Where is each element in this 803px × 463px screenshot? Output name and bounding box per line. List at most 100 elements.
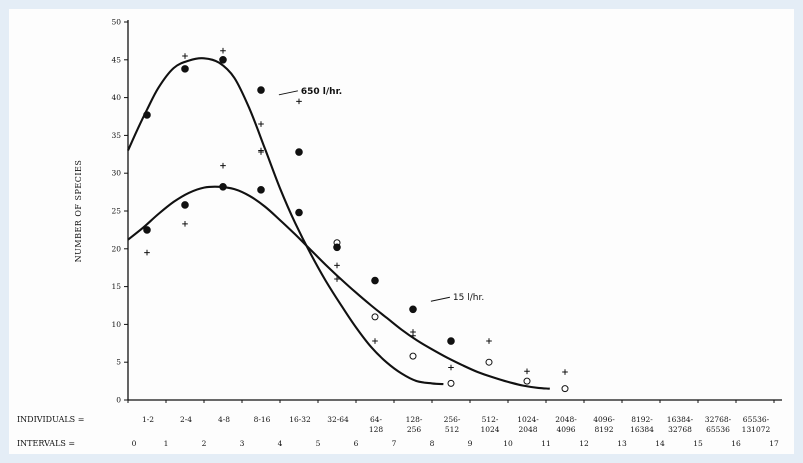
individuals-label: 8-16 bbox=[254, 415, 271, 424]
interval-label: 2 bbox=[202, 439, 207, 448]
series-1-plus-point bbox=[220, 47, 226, 54]
individuals-label: 4096- bbox=[593, 415, 615, 424]
individuals-row-label: INDIVIDUALS = bbox=[17, 415, 84, 424]
x-axis-rows: INDIVIDUALS = INTERVALS = 1-2 2-4 4-8 8-16 1… bbox=[17, 415, 779, 448]
interval-label: 7 bbox=[392, 439, 397, 448]
individuals-label: 2048- bbox=[555, 415, 577, 424]
series-2-plus-point bbox=[524, 368, 530, 375]
individuals-label: 4-8 bbox=[218, 415, 230, 424]
series-2-plus-point bbox=[486, 338, 492, 344]
individuals-label: 1024- bbox=[517, 415, 539, 424]
series-1-open-point bbox=[371, 313, 379, 321]
individuals-label: 512- bbox=[482, 415, 499, 424]
series-1-label: 650 l/hr. bbox=[301, 87, 342, 97]
series-2-filled-point bbox=[257, 186, 265, 194]
individuals-label: 128- bbox=[406, 415, 423, 424]
interval-label: 15 bbox=[693, 439, 703, 448]
series-2-filled-point bbox=[409, 305, 417, 314]
series-2-plus-point bbox=[410, 329, 416, 335]
series-2-leader-line bbox=[430, 296, 451, 302]
series-2-plus-point bbox=[182, 221, 188, 227]
series-2-plus-point bbox=[448, 364, 454, 371]
interval-label: 16 bbox=[731, 439, 741, 448]
individuals-label: 2-4 bbox=[180, 415, 192, 424]
series-1-plus-point bbox=[258, 121, 264, 127]
individuals-label: 32768- bbox=[705, 415, 732, 424]
interval-label: 9 bbox=[468, 439, 473, 448]
y-axis-label: NUMBER OF SPECIES bbox=[74, 160, 83, 263]
individuals-label: 65536- bbox=[743, 415, 770, 424]
series-curves bbox=[127, 57, 550, 390]
series-1-leader-line bbox=[278, 90, 299, 96]
individuals-label: 512 bbox=[445, 425, 460, 434]
individuals-label: 64- bbox=[370, 415, 383, 424]
series-labels: 650 l/hr. 15 l/hr. bbox=[278, 87, 484, 303]
individuals-label: 128 bbox=[369, 425, 384, 434]
y-tick-label: 50 bbox=[111, 18, 121, 27]
individuals-label: 1-2 bbox=[142, 415, 154, 424]
individuals-label: 16384 bbox=[630, 425, 654, 434]
series-2-filled-point bbox=[447, 337, 455, 345]
y-tick-label: 30 bbox=[111, 169, 121, 178]
series-2-plus-point bbox=[562, 369, 568, 375]
individuals-label: 8192- bbox=[631, 415, 653, 424]
interval-label: 5 bbox=[316, 439, 321, 448]
chart-figure: 0 5 10 15 20 25 30 35 40 45 50 NUMBER OF SPECIES 6… bbox=[9, 9, 794, 454]
interval-label: 10 bbox=[503, 439, 513, 448]
series-1-filled-point bbox=[295, 148, 303, 156]
y-tick-label: 40 bbox=[111, 93, 121, 102]
individuals-label: 2048 bbox=[518, 425, 537, 434]
interval-label: 6 bbox=[354, 439, 359, 448]
interval-label: 4 bbox=[278, 439, 283, 448]
series-1-plus-point bbox=[182, 53, 188, 59]
individuals-label: 131072 bbox=[742, 425, 771, 434]
interval-label: 1 bbox=[164, 439, 169, 448]
interval-label: 3 bbox=[240, 439, 245, 448]
interval-label: 12 bbox=[579, 439, 589, 448]
y-tick-label: 15 bbox=[111, 282, 121, 291]
series-1-filled-point bbox=[143, 111, 151, 119]
series-1-filled-point bbox=[257, 86, 265, 94]
series-2-open-point bbox=[523, 377, 531, 385]
series-2-plus-point bbox=[220, 162, 226, 169]
interval-label: 14 bbox=[655, 439, 665, 448]
interval-label: 17 bbox=[769, 439, 779, 448]
y-tick-label: 35 bbox=[111, 131, 121, 140]
interval-label: 0 bbox=[132, 439, 137, 448]
series-1-plus-point bbox=[296, 98, 302, 105]
individuals-label: 256 bbox=[407, 425, 422, 434]
series-1-plus-point bbox=[372, 338, 378, 344]
individuals-label: 32768 bbox=[668, 425, 692, 434]
interval-label: 13 bbox=[617, 439, 627, 448]
y-tick-label: 45 bbox=[111, 55, 121, 64]
y-axis-ticks: 0 5 10 15 20 25 30 35 40 45 50 bbox=[111, 18, 128, 405]
individuals-label: 256- bbox=[444, 415, 461, 424]
series-2-plus-point bbox=[144, 249, 150, 256]
series-1-open-point bbox=[447, 379, 455, 387]
series-2-open-point bbox=[485, 358, 493, 366]
y-tick-label: 25 bbox=[111, 207, 121, 216]
interval-label: 8 bbox=[430, 439, 435, 448]
series-1-plus-point bbox=[334, 262, 340, 269]
series-2-filled-point bbox=[333, 243, 341, 252]
series-2-plus-point bbox=[334, 276, 340, 282]
individuals-label: 8192 bbox=[594, 425, 613, 434]
series-1-open-point bbox=[409, 352, 417, 360]
y-tick-label: 10 bbox=[111, 320, 121, 329]
series-2-line bbox=[127, 185, 550, 390]
individuals-label: 32-64 bbox=[327, 415, 349, 424]
individuals-label: 16-32 bbox=[289, 415, 311, 424]
individuals-label: 4096 bbox=[556, 425, 575, 434]
individuals-label: 65536 bbox=[706, 425, 730, 434]
series-2-label: 15 l/hr. bbox=[453, 293, 484, 303]
series-1-line bbox=[127, 57, 444, 386]
y-tick-label: 0 bbox=[116, 396, 121, 405]
series-1-filled-point bbox=[219, 56, 227, 64]
series-2-filled-point bbox=[219, 183, 227, 191]
series-2-open-point bbox=[561, 385, 569, 393]
series-2-plus-point bbox=[258, 149, 264, 155]
series-2-filled-point bbox=[181, 201, 189, 209]
series-2-filled-point bbox=[143, 226, 151, 234]
y-tick-label: 5 bbox=[116, 358, 121, 367]
